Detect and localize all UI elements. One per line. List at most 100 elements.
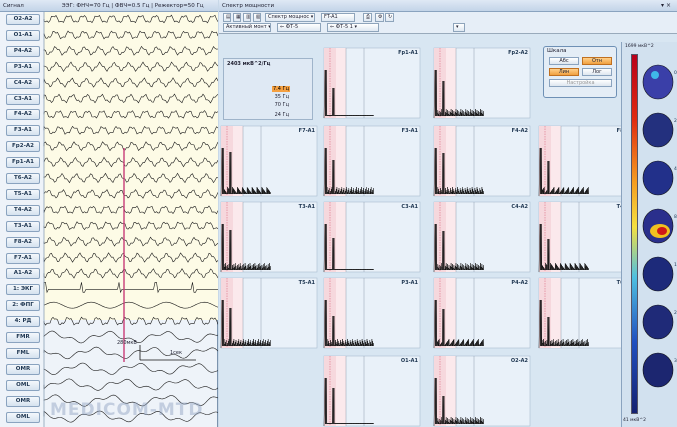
- channel-label-button[interactable]: C4-A2: [6, 77, 40, 89]
- window-menu-icon[interactable]: ▾ ×: [661, 2, 671, 9]
- brain-maps: 0.5 2.5 4.6 8.2 13.8 24.1 35.6: [642, 64, 677, 388]
- value-field[interactable]: FT-A1: [321, 13, 355, 22]
- channel-label-button[interactable]: Fp2-A2: [6, 141, 40, 153]
- spectrum-curve: [433, 377, 484, 427]
- brain-map: [642, 160, 674, 196]
- bars-icon[interactable]: ▥: [243, 13, 251, 22]
- panel-channel-label: P4-A2: [511, 280, 528, 286]
- panel-channel-label: F3-A1: [402, 128, 419, 134]
- spectrum-curve: [220, 299, 271, 349]
- panel-channel-label: Fp2-A2: [508, 50, 528, 56]
- eeg-trace: [43, 110, 218, 119]
- export-icon[interactable]: ▧: [253, 13, 261, 22]
- channel-label-button[interactable]: OMR: [6, 395, 40, 407]
- channel-label-button[interactable]: OML: [6, 411, 40, 423]
- eeg-trace: [43, 316, 218, 326]
- freq-item[interactable]: 70 Гц: [274, 102, 289, 108]
- linear-button[interactable]: Лин: [549, 68, 579, 76]
- mode-select-value: Спектр мощнос: [268, 14, 310, 20]
- spectrum-title-bar: Спектр мощности ▾ ×: [219, 0, 677, 12]
- eeg-trace: [43, 252, 218, 263]
- eeg-trace: [43, 236, 218, 247]
- epoch-a-select[interactable]: ⇐ ФТ-5: [277, 23, 321, 32]
- eeg-trace: [43, 301, 218, 309]
- brain-map: [642, 112, 674, 148]
- eeg-trace: [43, 362, 218, 376]
- colorbar-max-label: 1699 мкВ^2: [625, 44, 654, 49]
- spectrum-curve: [433, 223, 484, 273]
- freq-item[interactable]: 24 Гц: [274, 112, 289, 118]
- channel-label-button[interactable]: A1-A2: [6, 268, 40, 280]
- frequency-list-box: 2403 мкВ^2/Гц 7.4 Гц 35 Гц 70 Гц 24 Гц: [223, 58, 313, 120]
- channel-label-button[interactable]: O1-A1: [6, 29, 40, 41]
- dropdown-arrow-icon[interactable]: ▾: [453, 23, 465, 32]
- settings-button[interactable]: Настройка: [549, 79, 612, 87]
- eeg-trace: [43, 172, 218, 184]
- freq-item[interactable]: 7.4 Гц: [272, 86, 290, 92]
- refresh-icon[interactable]: ↻: [385, 13, 394, 22]
- channel-label-button[interactable]: F3-A1: [6, 125, 40, 137]
- channel-label-button[interactable]: FML: [6, 347, 40, 359]
- channel-label-button[interactable]: F7-A1: [6, 252, 40, 264]
- spectrum-curve: [538, 147, 589, 197]
- eeg-trace: [43, 30, 218, 40]
- channel-label-button[interactable]: 4: РД: [6, 316, 40, 328]
- panel-channel-label: C4-A2: [511, 204, 528, 210]
- channel-label-button[interactable]: F4-A2: [6, 109, 40, 121]
- theta-band: [551, 202, 561, 272]
- panel-channel-label: C3-A1: [401, 204, 418, 210]
- colorbar-gradient: [631, 54, 638, 414]
- eeg-trace: [43, 378, 218, 391]
- epoch-b-value: ФТ-5 1: [335, 24, 353, 30]
- log-button[interactable]: Лог: [582, 68, 612, 76]
- eeg-trace: [43, 61, 218, 72]
- eeg-trace: [43, 14, 218, 24]
- channel-label-button[interactable]: P4-A2: [6, 45, 40, 57]
- colorbar-tick-label: 4.6: [674, 166, 677, 172]
- eeg-trace: [43, 205, 218, 215]
- relative-button[interactable]: Отн: [582, 57, 612, 65]
- theta-band: [336, 202, 346, 272]
- table-icon[interactable]: ▤: [223, 13, 231, 22]
- chart-icon[interactable]: ▦: [233, 13, 241, 22]
- channel-label-button[interactable]: C3-A1: [6, 93, 40, 105]
- channel-label-button[interactable]: F8-A2: [6, 236, 40, 248]
- settings-icon[interactable]: ⚙: [375, 13, 384, 22]
- channel-label-button[interactable]: 1: ЭКГ: [6, 284, 40, 296]
- theta-band: [551, 278, 561, 348]
- spectrum-curve: [323, 223, 374, 273]
- channel-label-button[interactable]: OML: [6, 379, 40, 391]
- channel-label-button[interactable]: T6-A2: [6, 173, 40, 184]
- spectrum-curve: [323, 147, 374, 197]
- channel-label-button[interactable]: T3-A1: [6, 220, 40, 232]
- spectrum-grid[interactable]: Fp1-A1Fp2-A2F7-A1F3-A1F4-A2F8-A2T3-A1C3-…: [219, 34, 677, 427]
- channel-label-button[interactable]: FMR: [6, 332, 40, 343]
- channel-label-button[interactable]: P3-A1: [6, 61, 40, 73]
- eeg-trace: [43, 156, 218, 168]
- epoch-b-select[interactable]: ⇐ ФТ-5 1 ▾: [327, 23, 379, 32]
- panel-channel-label: T3-A1: [299, 204, 316, 210]
- spectrum-window-title: Спектр мощности: [222, 2, 275, 9]
- freq-item[interactable]: 35 Гц: [274, 94, 289, 100]
- channel-label-button[interactable]: T4-A2: [6, 204, 40, 216]
- eeg-trace-area[interactable]: [0, 12, 218, 427]
- eeg-filter-info: ЭЭГ: ФНЧ=70 Гц | ФВЧ=0.5 Гц | Режектор=5…: [61, 2, 204, 9]
- scale-panel: Шкала Абс Отн Лин Лог Настройка: [543, 46, 617, 98]
- colorbar-tick-label: 35.6: [674, 358, 677, 364]
- channel-label-button[interactable]: 2: ФПГ: [6, 300, 40, 312]
- channel-label-button[interactable]: O2-A2: [6, 14, 40, 25]
- eeg-window-title: Сигнал: [3, 2, 24, 9]
- spectrum-curve: [323, 299, 374, 349]
- spectrum-scale-text: 2403 мкВ^2/Гц: [227, 61, 271, 67]
- colorbar-panel: 1699 мкВ^2 41 мкВ^2 0.5 2.5 4.6 8.2 13.8 24.1…: [621, 42, 677, 427]
- mode-select[interactable]: Спектр мощнос ▾: [265, 13, 315, 22]
- channel-label-button[interactable]: T5-A1: [6, 188, 40, 200]
- scale-panel-title: Шкала: [547, 48, 567, 54]
- channel-label-button[interactable]: Fp1-A1: [6, 157, 40, 169]
- channel-label-button[interactable]: OMR: [6, 363, 40, 375]
- print-icon[interactable]: ⎙: [363, 13, 372, 22]
- montage-select[interactable]: Активный монт ▾: [223, 23, 271, 32]
- theta-band: [446, 48, 456, 118]
- theta-band: [336, 126, 346, 196]
- absolute-button[interactable]: Абс: [549, 57, 579, 65]
